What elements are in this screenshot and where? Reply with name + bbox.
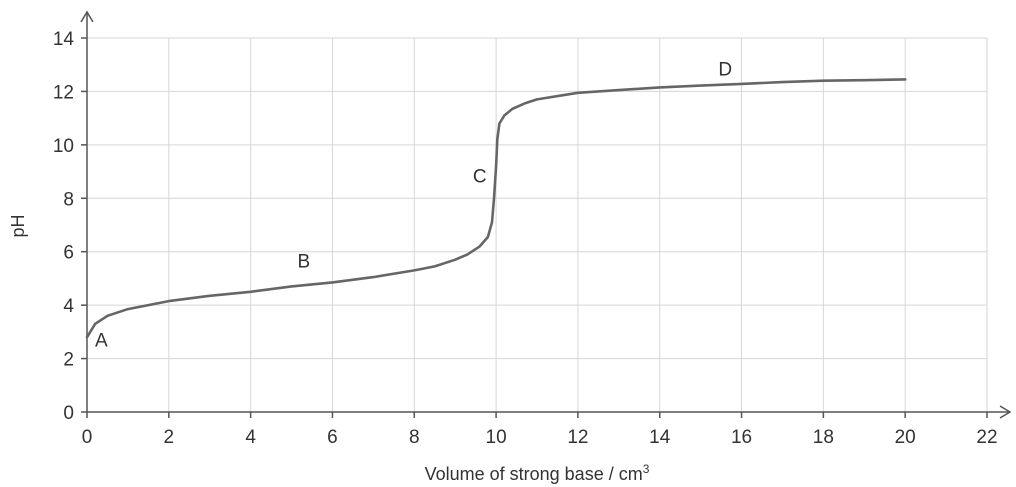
x-tick-label: 12 bbox=[567, 427, 588, 448]
point-label-c: C bbox=[473, 166, 487, 187]
y-axis-title: pH bbox=[8, 214, 28, 237]
x-tick-label: 6 bbox=[327, 427, 338, 448]
x-tick-label: 18 bbox=[813, 427, 834, 448]
x-tick-label: 22 bbox=[976, 427, 997, 448]
y-tick-label: 6 bbox=[63, 243, 74, 264]
titration-curve bbox=[85, 78, 907, 339]
x-tick-label: 2 bbox=[164, 427, 175, 448]
y-tick-label: 0 bbox=[63, 403, 74, 424]
x-tick-label: 0 bbox=[82, 427, 93, 448]
x-axis-title: Volume of strong base / cm3 bbox=[425, 462, 650, 484]
x-axis-arrowhead bbox=[999, 405, 1012, 419]
point-label-a: A bbox=[95, 331, 108, 352]
y-tick-label: 12 bbox=[53, 82, 74, 103]
x-axis-title-text: Volume of strong base / cm bbox=[425, 464, 643, 484]
x-axis-title-superscript: 3 bbox=[643, 462, 650, 476]
x-tick-label: 8 bbox=[409, 427, 420, 448]
y-tick-label: 14 bbox=[53, 29, 75, 50]
annotation-layer: A B C D bbox=[95, 59, 732, 351]
tick-layer: 0 2 4 6 8 10 12 14 16 18 20 22 0 2 4 6 8 10 12 14 bbox=[53, 29, 998, 448]
grid-layer bbox=[87, 37, 988, 412]
x-tick-label: 4 bbox=[245, 427, 256, 448]
axis-layer bbox=[80, 10, 1012, 419]
x-tick-label: 14 bbox=[649, 427, 671, 448]
y-axis-arrowhead bbox=[80, 10, 94, 23]
x-tick-label: 16 bbox=[731, 427, 752, 448]
point-label-d: D bbox=[718, 59, 732, 80]
y-tick-label: 8 bbox=[63, 189, 74, 210]
y-tick-label: 10 bbox=[53, 136, 74, 157]
y-tick-label: 4 bbox=[63, 296, 74, 317]
x-tick-label: 20 bbox=[895, 427, 916, 448]
x-tick-label: 10 bbox=[486, 427, 507, 448]
series-layer bbox=[85, 78, 907, 339]
y-tick-label: 2 bbox=[63, 350, 74, 371]
point-label-b: B bbox=[297, 252, 310, 273]
